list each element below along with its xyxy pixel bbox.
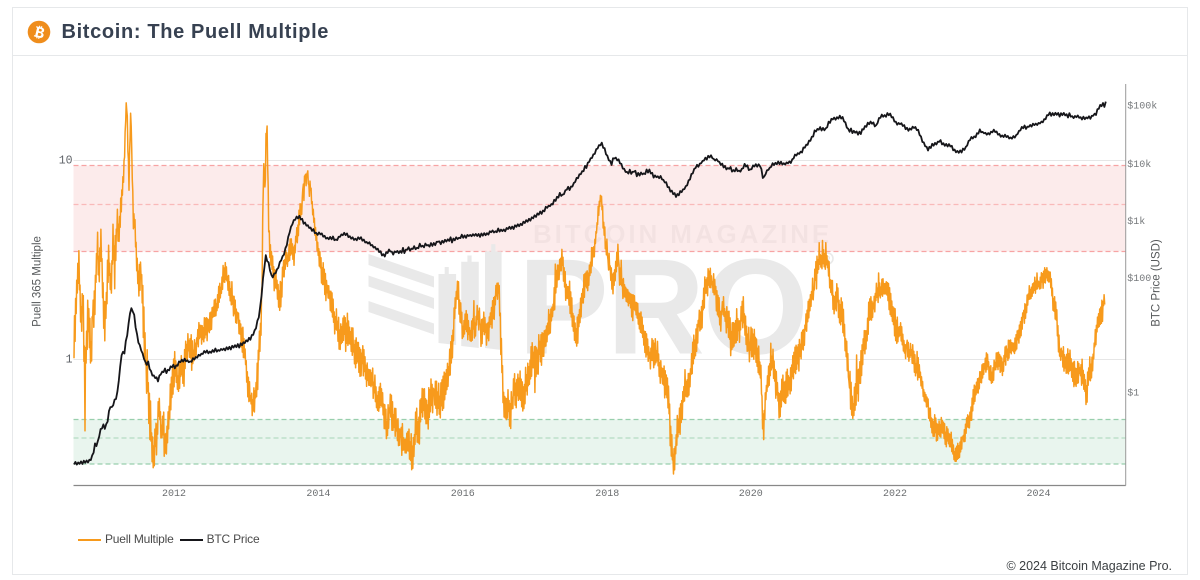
svg-text:$100: $100: [1127, 273, 1151, 285]
svg-text:2018: 2018: [595, 489, 619, 500]
svg-text:2020: 2020: [739, 489, 763, 500]
svg-text:$1k: $1k: [1127, 216, 1145, 228]
svg-text:2016: 2016: [451, 489, 475, 500]
svg-text:$10k: $10k: [1127, 159, 1151, 171]
svg-text:2014: 2014: [306, 489, 330, 500]
svg-text:2012: 2012: [162, 489, 186, 500]
svg-text:$1: $1: [1127, 387, 1139, 399]
svg-text:2022: 2022: [883, 489, 907, 500]
svg-text:2024: 2024: [1026, 489, 1050, 500]
svg-text:1: 1: [66, 354, 73, 367]
svg-text:Puell 365 Multiple: Puell 365 Multiple: [31, 236, 43, 327]
svg-text:10: 10: [59, 155, 73, 168]
svg-text:PRO: PRO: [518, 231, 807, 383]
svg-text:$100k: $100k: [1127, 100, 1157, 112]
svg-text:BTC Price (USD): BTC Price (USD): [1150, 239, 1162, 327]
